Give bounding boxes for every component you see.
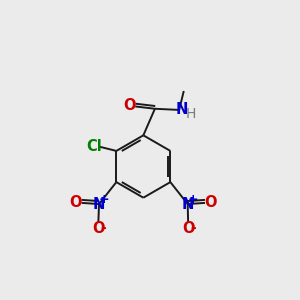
Text: N: N (93, 196, 105, 211)
Text: -: - (100, 221, 106, 235)
Text: N: N (176, 102, 188, 117)
Text: H: H (186, 107, 196, 121)
Text: O: O (70, 195, 82, 210)
Text: O: O (92, 221, 105, 236)
Text: N: N (182, 196, 194, 211)
Text: O: O (205, 195, 217, 210)
Text: O: O (182, 221, 194, 236)
Text: Cl: Cl (86, 139, 102, 154)
Text: O: O (123, 98, 136, 113)
Text: +: + (188, 194, 198, 206)
Text: -: - (190, 221, 196, 235)
Text: +: + (99, 194, 110, 206)
